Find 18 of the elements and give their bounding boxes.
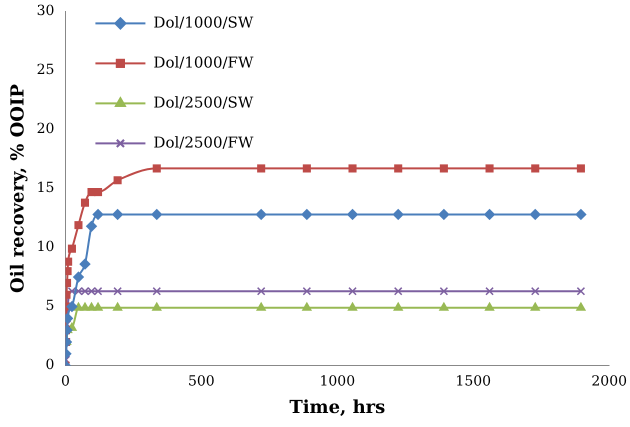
legend-label: Dol/1000/FW	[153, 53, 254, 72]
legend-label: Dol/2500/SW	[153, 93, 254, 112]
x-tick-label: 0	[60, 374, 70, 390]
y-tick-label: 0	[45, 357, 54, 374]
y-tick-label: 30	[36, 3, 54, 20]
x-axis-title: Time, hrs	[289, 396, 386, 418]
legend-label: Dol/1000/SW	[153, 13, 254, 32]
x-tick-label: 1500	[455, 374, 492, 390]
x-tick-label: 1000	[319, 374, 356, 390]
y-tick-label: 10	[36, 239, 54, 256]
y-tick-label: 5	[45, 298, 54, 314]
y-tick-label: 25	[36, 62, 54, 78]
y-tick-label: 15	[36, 180, 54, 196]
y-tick-label: 20	[36, 121, 54, 138]
y-axis-title: Oil recovery, % OOIP	[7, 84, 28, 293]
x-tick-label: 500	[188, 374, 215, 390]
x-tick-label: 2000	[591, 374, 628, 390]
legend-label: Dol/2500/FW	[153, 133, 254, 152]
